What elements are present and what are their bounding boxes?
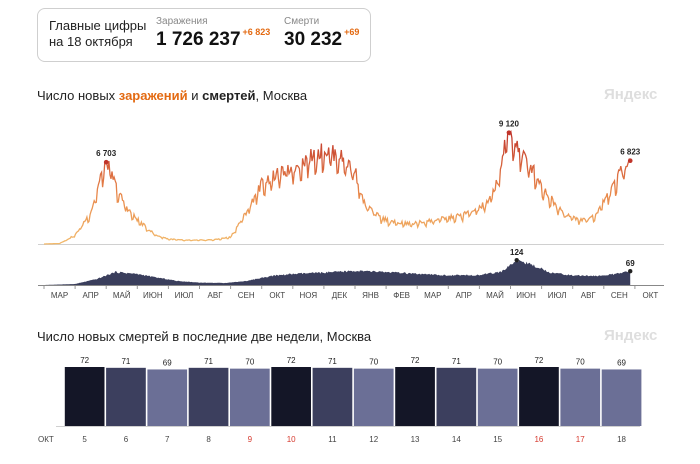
deaths-peak-label: 69 — [626, 259, 635, 268]
deaths-word: смертей — [202, 88, 256, 103]
month-label: ИЮН — [143, 291, 163, 300]
month-label: МАЙ — [113, 291, 131, 300]
day-label: 8 — [206, 435, 211, 444]
cases-peak-dot — [103, 159, 109, 165]
day-label: 10 — [287, 435, 296, 444]
day-label: 16 — [534, 435, 543, 444]
death-bar — [188, 367, 229, 426]
deaths-delta: +69 — [344, 27, 360, 37]
month-label: АВГ — [208, 291, 224, 300]
month-label: АПР — [82, 291, 98, 300]
death-bar — [106, 367, 146, 426]
death-bar — [147, 369, 188, 426]
death-bar-value: 71 — [452, 357, 461, 366]
month-label: СЕН — [611, 291, 628, 300]
death-bar-value: 70 — [576, 358, 585, 367]
brand-logo: Яндекс — [604, 86, 658, 103]
day-label: 11 — [328, 435, 337, 444]
summary-label-line1: Главные цифры — [49, 18, 147, 33]
month-label: ИЮН — [516, 291, 536, 300]
death-bar — [395, 367, 435, 426]
cases-stat: Заражения 1 726 237 +6 823 — [156, 16, 270, 51]
death-bar-value: 70 — [245, 358, 254, 367]
chart1-title: Число новых заражений и смертей, Москва — [37, 88, 308, 103]
summary-label: Главные цифры на 18 октября — [49, 18, 146, 50]
bars-month-label: ОКТ — [38, 435, 54, 444]
death-bar-value: 69 — [163, 358, 172, 367]
month-label: СЕН — [238, 291, 255, 300]
day-label: 15 — [493, 435, 502, 444]
month-label: ОКТ — [643, 291, 659, 300]
brand-logo-2: Яндекс — [604, 327, 658, 344]
day-label: 13 — [411, 435, 420, 444]
death-bar-value: 72 — [80, 356, 89, 365]
day-label: 17 — [576, 435, 585, 444]
deaths-peak-label: 124 — [510, 248, 524, 257]
death-bar-value: 72 — [411, 356, 420, 365]
death-bar — [560, 368, 601, 426]
month-label: ЯНВ — [362, 291, 379, 300]
month-label: ФЕВ — [393, 291, 410, 300]
day-label: 14 — [452, 435, 461, 444]
month-label: МАЙ — [486, 291, 504, 300]
cases-line — [44, 129, 631, 245]
month-label: ИЮЛ — [175, 291, 194, 300]
cases-peak-label: 6 823 — [620, 148, 641, 157]
day-label: 6 — [124, 435, 129, 444]
chart2-title: Число новых смертей в последние две неде… — [37, 329, 372, 344]
day-label: 12 — [369, 435, 378, 444]
death-bar-value: 71 — [328, 357, 337, 366]
death-bar — [353, 368, 394, 426]
death-bar-value: 71 — [204, 357, 213, 366]
deaths-peak-dot — [628, 269, 633, 274]
month-label: МАР — [51, 291, 68, 300]
month-label: ДЕК — [332, 291, 348, 300]
death-bar — [271, 367, 311, 426]
cases-delta: +6 823 — [242, 27, 271, 37]
cases-word: заражений — [118, 88, 188, 103]
day-label: 18 — [617, 435, 626, 444]
death-bar-value: 70 — [493, 358, 502, 367]
death-bar — [230, 368, 270, 426]
death-bar-value: 71 — [121, 357, 130, 366]
death-bar — [477, 368, 518, 426]
death-bar-value: 69 — [617, 358, 626, 367]
death-bar — [601, 369, 642, 426]
cases-peak-dot — [627, 158, 633, 163]
month-label: АВГ — [581, 291, 597, 300]
deaths-caption: Смерти — [284, 16, 320, 27]
death-bar-value: 72 — [287, 356, 296, 365]
month-label: МАР — [424, 291, 441, 300]
month-label: НОЯ — [300, 291, 318, 300]
cases-value: 1 726 237 — [156, 29, 241, 50]
deaths-stat: Смерти 30 232 +69 — [284, 16, 359, 51]
death-bar — [519, 367, 559, 426]
summary-label-line2: на 18 октября — [49, 34, 133, 49]
cases-peak-label: 6 703 — [96, 149, 117, 158]
month-label: ОКТ — [269, 291, 285, 300]
death-bar-value: 70 — [369, 358, 378, 367]
month-label: АПР — [456, 291, 472, 300]
day-label: 9 — [248, 435, 253, 444]
death-bar — [436, 367, 477, 426]
month-label: ИЮЛ — [548, 291, 567, 300]
cases-peak-label: 9 120 — [499, 120, 520, 129]
deaths-peak-dot — [514, 258, 519, 263]
day-label: 5 — [82, 435, 87, 444]
summary-card: Главные цифры на 18 октября Заражения 1 … — [37, 8, 371, 62]
death-bar-value: 72 — [534, 356, 543, 365]
death-bar — [312, 367, 353, 426]
death-bar — [64, 367, 105, 426]
day-label: 7 — [165, 435, 170, 444]
deaths-area — [44, 259, 631, 285]
cases-peak-dot — [506, 130, 512, 135]
deaths-value: 30 232 — [284, 29, 343, 50]
cases-caption: Заражения — [156, 16, 208, 27]
